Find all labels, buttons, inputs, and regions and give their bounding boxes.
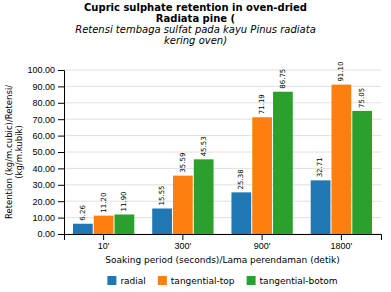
y-axis-line	[58, 71, 65, 235]
plot: 6.26 15.55 25.38 32.71 11.20 35.59 71.19 91.10 1…	[27, 62, 381, 252]
bar	[115, 214, 135, 234]
data-label: 6.26	[79, 205, 87, 221]
y-tick-label: 70.00	[32, 115, 55, 125]
y-tick: 40.00	[32, 164, 64, 174]
y-tick-label: 80.00	[32, 98, 55, 108]
y-tick-mark	[58, 168, 64, 169]
y-tick: 90.00	[32, 82, 64, 92]
data-label: 86.75	[279, 69, 287, 89]
x-tick-mark	[103, 234, 104, 240]
bar	[273, 92, 293, 234]
legend-swatch	[247, 276, 256, 285]
y-tick-mark	[58, 152, 64, 153]
grid-line	[64, 70, 381, 71]
bar	[352, 111, 372, 234]
y-tick-label: 0.00	[37, 229, 55, 239]
title-line: Retensi tembaga sulfat pada kayu Pinus r…	[75, 24, 316, 35]
y-tick: 100.00	[27, 65, 64, 75]
data-label: 15.55	[158, 185, 166, 205]
grid	[64, 70, 381, 234]
x-tick: 300'	[175, 234, 192, 251]
y-tick-label: 90.00	[32, 82, 55, 92]
x-tick: 10'	[98, 234, 110, 251]
legend-swatch	[107, 276, 116, 285]
title: Cupric sulphate retention in oven-driedR…	[75, 2, 316, 46]
y-tick-label: 100.00	[27, 65, 55, 75]
x-tick-label: 1800'	[331, 241, 353, 251]
x-tick-label: 10'	[98, 241, 110, 251]
bar	[311, 180, 331, 234]
x-axis: 10' 300' 900' 1800'	[65, 234, 382, 251]
x-axis-title: Soaking period (seconds)/Lama perendaman…	[105, 255, 339, 265]
y-axis: 0.00 10.00 20.00 30.00 40.00 50.00 60.00 70.00 8…	[27, 65, 64, 239]
y-axis-title-line: Retention (kg/m.cubic)/Retensi/	[4, 85, 14, 219]
title-line: Cupric sulphate retention in oven-dried	[84, 2, 307, 13]
title-line: kering oven)	[164, 35, 227, 46]
data-label: 91.10	[337, 62, 345, 82]
legend-item: tangential-top	[158, 276, 235, 286]
x-tick-mark	[262, 234, 263, 240]
y-tick-mark	[58, 201, 64, 202]
bar	[152, 208, 172, 234]
y-tick: 0.00	[37, 229, 64, 239]
y-axis-title-line: (kg/m.kubik)	[14, 125, 24, 179]
legend-swatch	[158, 276, 167, 285]
y-tick-label: 50.00	[32, 147, 55, 157]
bar	[231, 192, 251, 234]
bar	[252, 117, 272, 234]
y-tick: 30.00	[32, 180, 64, 190]
data-label: 11.20	[100, 193, 108, 213]
y-tick-mark	[58, 218, 64, 219]
y-tick-label: 30.00	[32, 180, 55, 190]
y-tick: 50.00	[32, 147, 64, 157]
y-tick: 60.00	[32, 131, 64, 141]
y-tick-mark	[58, 234, 64, 235]
bar	[194, 159, 214, 234]
data-labels: 6.26 15.55 25.38 32.71 11.20 35.59 71.19 91.10 1…	[79, 62, 366, 221]
x-tick-label: 900'	[254, 241, 271, 251]
y-tick-label: 40.00	[32, 164, 55, 174]
legend-item: tangential-botom	[247, 276, 338, 286]
legend-label: tangential-top	[171, 276, 235, 286]
y-axis-title: Retention (kg/m.cubic)/Retensi/(kg/m.kub…	[4, 85, 24, 219]
chart: Cupric sulphate retention in oven-driedR…	[0, 0, 391, 292]
y-tick: 10.00	[32, 213, 64, 223]
y-tick-label: 60.00	[32, 131, 55, 141]
x-axis-line	[65, 235, 382, 241]
data-label: 71.19	[258, 94, 266, 114]
y-tick-mark	[58, 185, 64, 186]
y-tick: 20.00	[32, 197, 64, 207]
data-label: 32.71	[316, 157, 324, 177]
legend-label: tangential-botom	[260, 276, 338, 286]
x-tick-label: 300'	[175, 241, 192, 251]
y-tick-mark	[58, 136, 64, 137]
y-tick-mark	[58, 119, 64, 120]
x-tick-mark	[182, 234, 183, 240]
y-tick-label: 20.00	[32, 197, 55, 207]
y-tick-mark	[58, 70, 64, 71]
bar	[73, 224, 93, 234]
bars	[73, 85, 372, 234]
data-label: 25.38	[237, 169, 245, 189]
legend: radial tangential-top tangential-botom	[107, 276, 337, 286]
y-tick-mark	[58, 103, 64, 104]
data-label: 45.53	[200, 136, 208, 156]
x-tick: 1800'	[331, 234, 353, 251]
y-tick-label: 10.00	[32, 213, 55, 223]
data-label: 75.05	[358, 88, 366, 108]
y-tick: 70.00	[32, 115, 64, 125]
bar	[173, 176, 193, 234]
bar	[94, 216, 114, 234]
data-label: 35.59	[179, 153, 187, 173]
bar	[332, 85, 352, 234]
data-label: 11.90	[120, 191, 128, 211]
x-tick: 900'	[254, 234, 271, 251]
y-tick: 80.00	[32, 98, 64, 108]
legend-item: radial	[107, 276, 145, 286]
legend-label: radial	[120, 276, 145, 286]
x-tick-mark	[341, 234, 342, 240]
y-tick-mark	[58, 86, 64, 87]
title-line: Radiata pine (	[156, 13, 235, 24]
